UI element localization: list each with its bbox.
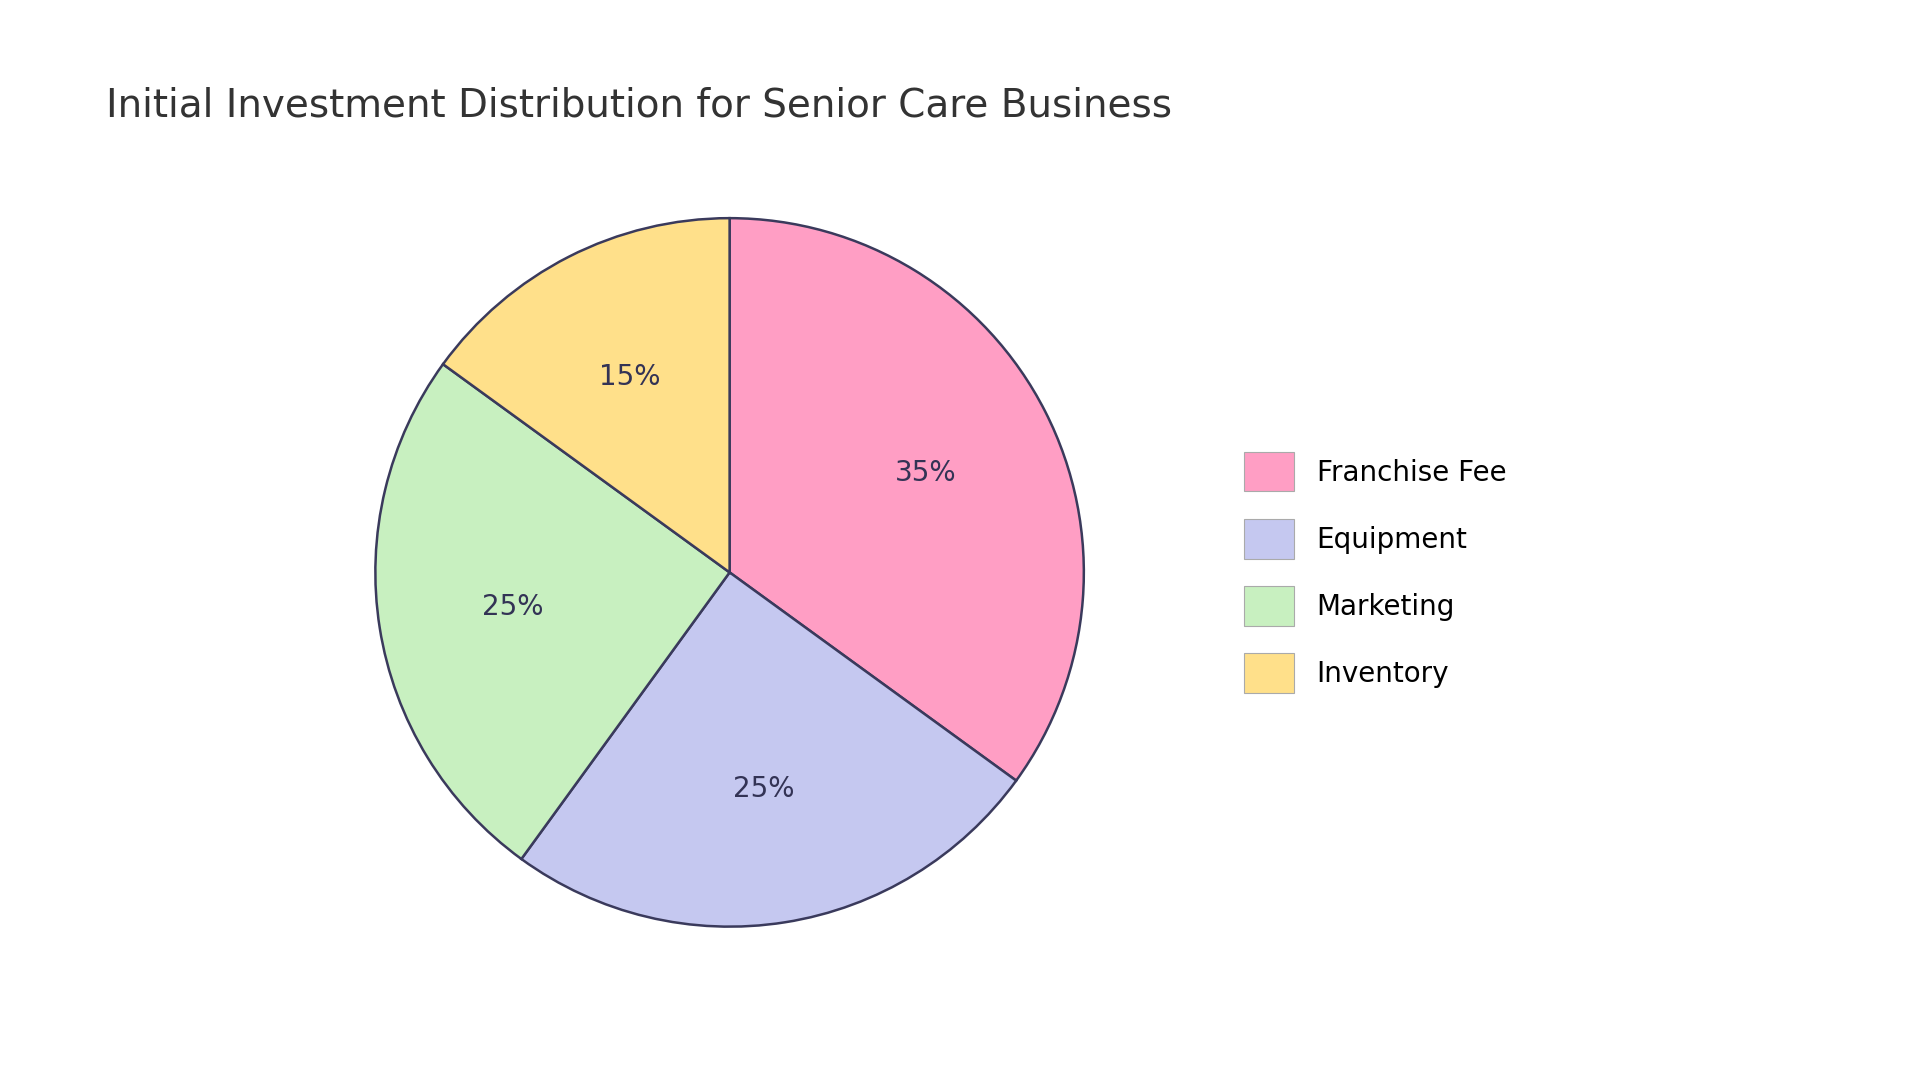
Wedge shape bbox=[522, 572, 1016, 927]
Text: 25%: 25% bbox=[733, 775, 795, 804]
Wedge shape bbox=[730, 218, 1083, 781]
Text: 35%: 35% bbox=[895, 459, 956, 487]
Text: 25%: 25% bbox=[482, 593, 543, 621]
Wedge shape bbox=[444, 218, 730, 572]
Text: 15%: 15% bbox=[599, 363, 660, 391]
Legend: Franchise Fee, Equipment, Marketing, Inventory: Franchise Fee, Equipment, Marketing, Inv… bbox=[1231, 438, 1521, 706]
Wedge shape bbox=[376, 364, 730, 859]
Text: Initial Investment Distribution for Senior Care Business: Initial Investment Distribution for Seni… bbox=[106, 86, 1171, 124]
